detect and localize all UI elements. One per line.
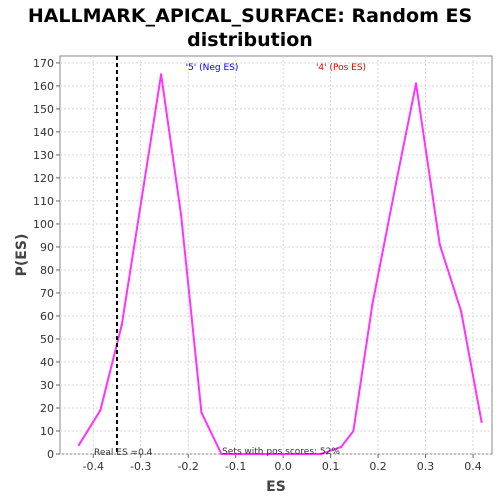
y-tick-label: 0 xyxy=(47,448,54,461)
y-axis-label: P(ES) xyxy=(14,234,30,277)
series-layer xyxy=(77,73,483,456)
data-point xyxy=(438,243,441,246)
y-tick-label: 60 xyxy=(40,310,54,323)
data-point xyxy=(120,323,123,327)
chart-title-line1: HALLMARK_APICAL_SURFACE: Random ES xyxy=(28,5,472,27)
data-point xyxy=(459,310,463,313)
y-tick-label: 20 xyxy=(40,402,54,415)
y-tick-label: 100 xyxy=(33,218,54,231)
x-axis-label: ES xyxy=(266,479,286,495)
data-point xyxy=(299,452,303,456)
data-point xyxy=(280,452,283,456)
grid xyxy=(60,56,492,455)
y-tick-label: 40 xyxy=(40,356,54,369)
x-tick-label: 0.1 xyxy=(322,460,340,473)
data-point xyxy=(260,452,263,456)
data-point xyxy=(220,452,223,456)
x-tick-label: 0.2 xyxy=(369,460,387,473)
y-tick-label: 130 xyxy=(33,149,54,162)
neg-es-label: '5' (Neg ES) xyxy=(186,63,239,73)
y-tick-label: 90 xyxy=(40,241,54,254)
data-point xyxy=(339,445,343,449)
x-tick-label: -0.4 xyxy=(82,460,103,473)
y-tick-label: 150 xyxy=(33,103,54,116)
data-point xyxy=(200,411,203,414)
x-tick-label: -0.1 xyxy=(225,460,246,473)
y-tick-label: 160 xyxy=(33,80,54,93)
y-tick-label: 170 xyxy=(33,57,54,70)
data-point xyxy=(240,452,243,456)
y-tick-label: 110 xyxy=(33,195,54,208)
data-point xyxy=(319,452,323,456)
data-point xyxy=(395,176,399,180)
x-tick-label: 0.3 xyxy=(417,460,435,473)
real-es-label: Real ES =0.4 xyxy=(94,448,153,458)
x-tick-label: -0.2 xyxy=(177,460,198,473)
y-tick-label: 120 xyxy=(33,172,54,185)
pos-es-label: '4' (Pos ES) xyxy=(316,63,366,73)
y-tick-label: 80 xyxy=(40,264,54,277)
data-point xyxy=(77,443,81,446)
data-point xyxy=(371,303,374,306)
y-tick-label: 140 xyxy=(33,126,54,139)
data-point xyxy=(480,420,483,423)
y-tick-label: 30 xyxy=(40,379,54,392)
pos-scores-label: Sets with pos scores: 52% xyxy=(222,447,340,457)
data-point xyxy=(352,429,355,433)
y-axis-ticks: 0 10 20 30 40 50 60 70 80 90 100 110 120 130 140 150 160… xyxy=(33,57,60,461)
x-tick-label: -0.3 xyxy=(130,460,151,473)
x-tick-label: 0.0 xyxy=(274,460,292,473)
x-axis-ticks: -0.4 -0.3 -0.2 -0.1 0.0 0.1 0.2 0.3 0.4 xyxy=(82,454,482,473)
data-point xyxy=(99,409,102,412)
plot-area xyxy=(59,55,493,455)
x-tick-label: 0.4 xyxy=(464,460,482,473)
y-tick-label: 10 xyxy=(40,425,54,438)
data-point xyxy=(179,213,183,216)
data-point xyxy=(159,73,163,76)
data-point xyxy=(414,82,418,85)
chart-title-line2: distribution xyxy=(187,29,313,51)
y-tick-label: 70 xyxy=(40,287,54,300)
data-point xyxy=(140,197,143,200)
y-tick-label: 50 xyxy=(40,333,54,346)
